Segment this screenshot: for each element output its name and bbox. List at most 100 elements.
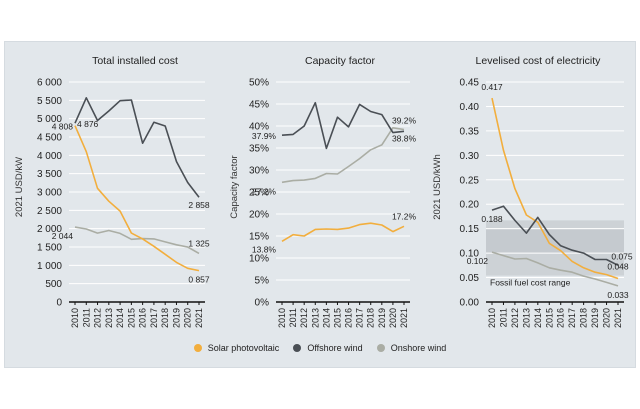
- data-label: 37.9%: [252, 131, 277, 141]
- series-line-onshore: [491, 251, 619, 287]
- chart-total-installed-cost: Total installed cost 2021 USD/kW 0 500 1 0…: [14, 55, 210, 328]
- data-label: 4 876: [77, 119, 99, 129]
- x-tick-label: 2011: [498, 308, 508, 327]
- x-tick-label: 2012: [510, 308, 520, 328]
- chart-levelised-cost: Levelised cost of electricity 2021 USD/k…: [432, 55, 633, 328]
- data-label: 0 857: [188, 275, 210, 285]
- y-tick-label: 0.20: [460, 200, 480, 211]
- x-tick-label: 2014: [321, 308, 331, 328]
- x-tick-label: 2013: [310, 308, 320, 328]
- data-label: 13.8%: [252, 244, 277, 254]
- data-label: 17.2%: [392, 211, 417, 221]
- y-tick-label: 20%: [249, 210, 269, 221]
- data-label: 0.188: [481, 214, 503, 224]
- x-tick-label: 2020: [183, 308, 193, 328]
- y-tick-label: 0.30: [460, 151, 480, 162]
- data-label: 39.2%: [392, 116, 417, 126]
- x-tick-label: 2012: [299, 308, 309, 328]
- x-tick-label: 2011: [81, 308, 91, 327]
- x-tick-label: 2019: [590, 308, 600, 328]
- chart-title: Capacity factor: [305, 55, 376, 67]
- data-label: 0.102: [467, 256, 489, 266]
- y-axis-label: Capacity factor: [229, 155, 240, 218]
- data-label: 0.417: [481, 82, 503, 92]
- series-line-offshore: [281, 101, 405, 150]
- y-tick-label: 25%: [249, 188, 269, 199]
- series-line-solar: [281, 222, 405, 242]
- x-tick-label: 2010: [277, 308, 287, 328]
- y-axis-label: 2021 USD/kW: [14, 157, 25, 217]
- y-tick-label: 3 500: [37, 169, 62, 180]
- x-tick-label: 2014: [115, 308, 125, 328]
- y-tick-label: 5 500: [37, 96, 62, 107]
- y-tick-label: 2 500: [37, 206, 62, 217]
- y-tick-label: 1 500: [37, 243, 62, 254]
- y-tick-label: 45%: [249, 100, 269, 111]
- y-tick-label: 5 000: [37, 114, 62, 125]
- legend: Solar photovoltaic Offshore wind Onshore…: [0, 343, 640, 353]
- y-tick-label: 40%: [249, 122, 269, 133]
- y-tick-label: 4 000: [37, 151, 62, 162]
- data-label: 2 858: [188, 200, 210, 210]
- data-label: 1 325: [188, 238, 210, 248]
- series-line-solar: [74, 125, 200, 272]
- series-line-offshore: [74, 97, 200, 198]
- x-tick-label: 2020: [602, 308, 612, 328]
- series-line-onshore: [281, 127, 405, 184]
- y-tick-label: 4 500: [37, 133, 62, 144]
- y-tick-label: 10%: [249, 254, 269, 265]
- y-tick-label: 0.10: [460, 249, 480, 260]
- x-tick-label: 2015: [332, 308, 342, 328]
- y-tick-label: 5%: [255, 276, 270, 287]
- x-tick-label: 2018: [366, 308, 376, 328]
- y-tick-label: 35%: [249, 144, 269, 155]
- x-tick-label: 2017: [149, 308, 159, 328]
- legend-label: Offshore wind: [307, 343, 363, 353]
- x-tick-label: 2016: [344, 308, 354, 328]
- data-label: 0.075: [611, 251, 633, 261]
- data-label: 4 808: [52, 122, 74, 132]
- y-tick-label: 0.00: [460, 298, 480, 309]
- y-tick-label: 0: [56, 298, 62, 309]
- data-label: 0.033: [607, 290, 629, 300]
- x-tick-label: 2021: [613, 308, 623, 328]
- y-tick-label: 0%: [255, 298, 270, 309]
- y-tick-label: 0.45: [460, 78, 480, 89]
- x-tick-label: 2015: [544, 308, 554, 328]
- x-tick-label: 2016: [556, 308, 566, 328]
- x-tick-label: 2018: [579, 308, 589, 328]
- y-tick-label: 2 000: [37, 224, 62, 235]
- x-tick-label: 2017: [567, 308, 577, 328]
- x-tick-label: 2017: [355, 308, 365, 328]
- y-tick-label: 1 000: [37, 261, 62, 272]
- x-tick-label: 2019: [377, 308, 387, 328]
- data-label: 38.8%: [392, 133, 417, 143]
- x-tick-label: 2020: [388, 308, 398, 328]
- y-tick-label: 3 000: [37, 188, 62, 199]
- x-tick-label: 2021: [399, 308, 409, 328]
- x-tick-label: 2018: [160, 308, 170, 328]
- y-tick-label: 0.15: [460, 224, 480, 235]
- legend-item-offshore: Offshore wind: [293, 343, 363, 353]
- series-line-solar: [491, 97, 619, 280]
- data-label: 0.048: [607, 262, 629, 272]
- fossil-fuel-band: [486, 229, 624, 254]
- data-label: 27.2%: [252, 186, 277, 196]
- legend-swatch-onshore: [376, 344, 385, 352]
- series-line-onshore: [74, 226, 200, 255]
- x-tick-label: 2019: [171, 308, 181, 328]
- legend-item-onshore: Onshore wind: [376, 343, 447, 353]
- legend-item-solar: Solar photovoltaic: [193, 343, 279, 353]
- legend-label: Onshore wind: [390, 343, 447, 353]
- x-tick-label: 2010: [487, 308, 497, 328]
- legend-swatch-solar: [193, 344, 202, 352]
- y-axis-label: 2021 USD/kWh: [432, 154, 443, 219]
- y-tick-label: 0.25: [460, 175, 480, 186]
- y-tick-label: 50%: [249, 78, 269, 89]
- y-tick-label: 6 000: [37, 78, 62, 89]
- x-tick-label: 2012: [93, 308, 103, 328]
- x-tick-label: 2016: [138, 308, 148, 328]
- series-line-offshore: [491, 205, 619, 267]
- x-tick-label: 2013: [521, 308, 531, 328]
